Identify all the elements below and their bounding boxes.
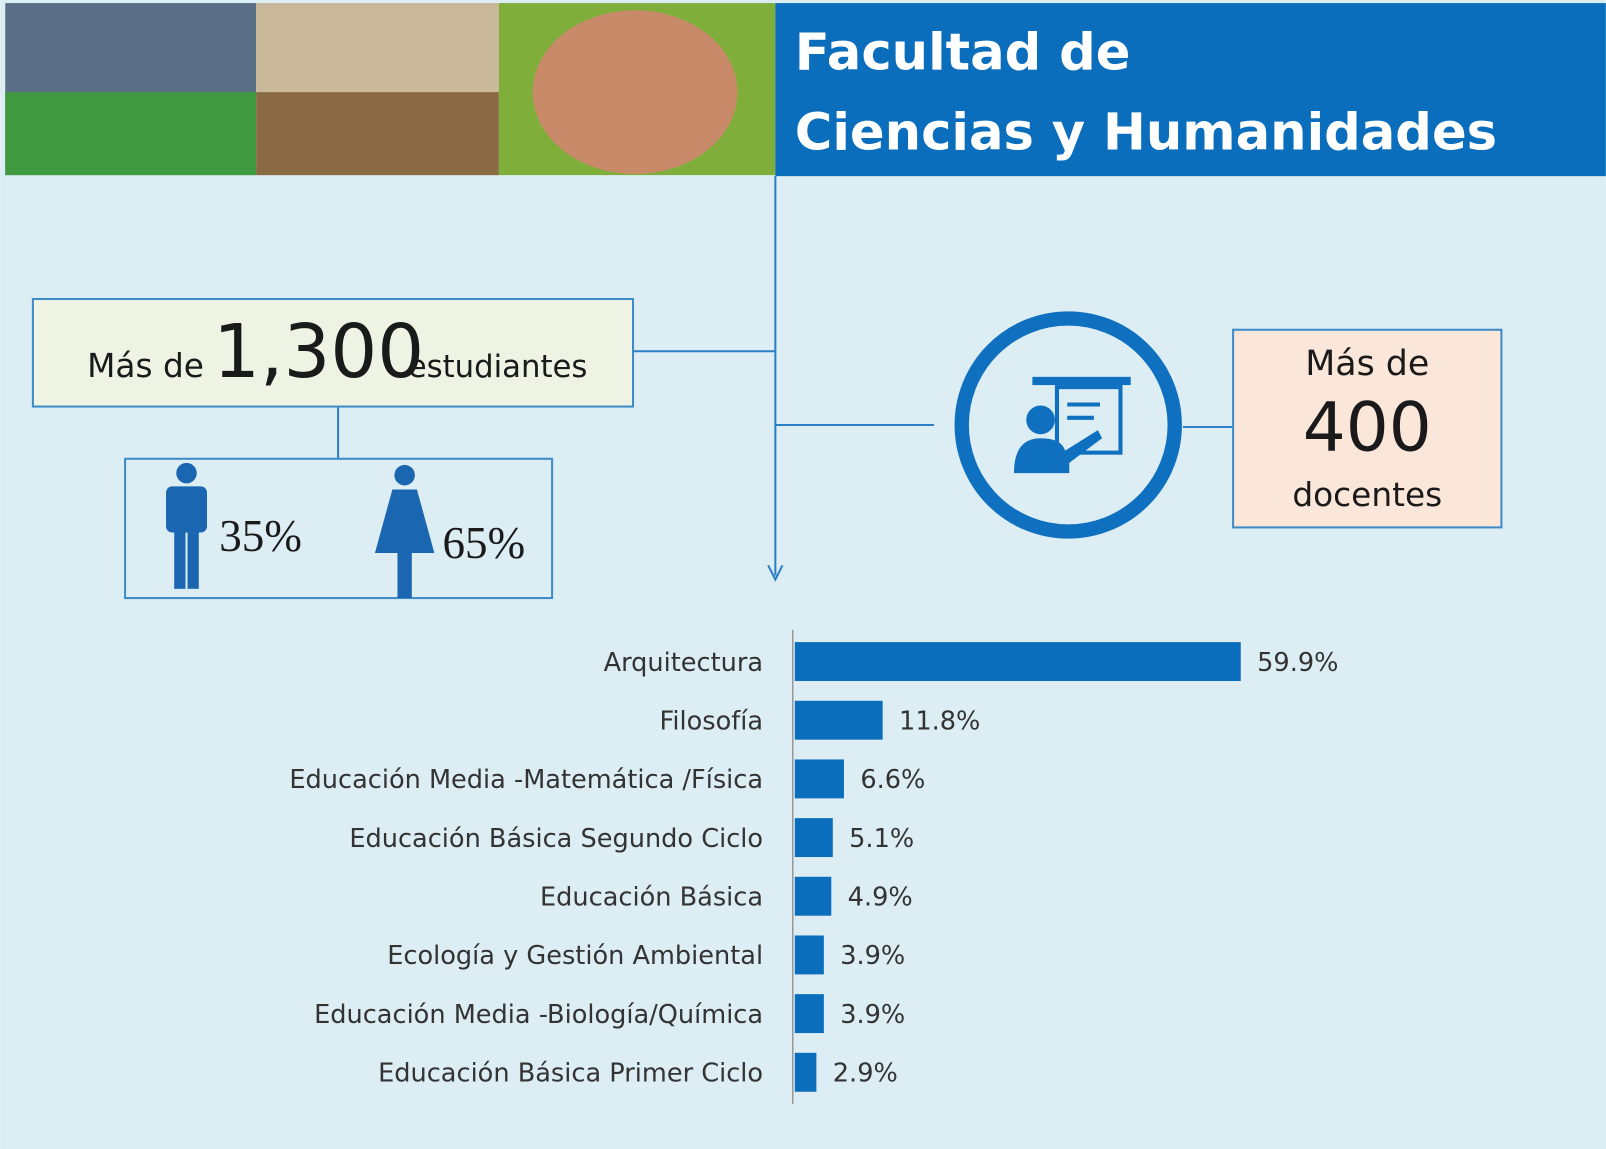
category-label: Educación Básica Primer Ciclo <box>378 1059 763 1089</box>
value-label: 11.8% <box>899 706 980 736</box>
value-label: 6.6% <box>860 765 925 795</box>
bar <box>794 994 824 1034</box>
male-percent: 35% <box>219 511 302 561</box>
category-label: Educación Media -Biología/Química <box>314 1000 763 1030</box>
female-percent: 65% <box>443 518 526 568</box>
teachers-prefix: Más de <box>1305 344 1429 384</box>
bar <box>794 700 883 740</box>
students-text: Más de 1,300 estudiantes <box>87 310 587 395</box>
gender-box <box>124 457 554 600</box>
students-suffix: estudiantes <box>408 349 588 385</box>
value-label: 59.9% <box>1257 648 1338 678</box>
bar <box>794 1052 817 1092</box>
category-label: Arquitectura <box>604 648 763 678</box>
students-number: 1,300 <box>213 310 424 395</box>
value-label: 3.9% <box>840 941 905 971</box>
category-label: Educación Media -Matemática /Física <box>289 765 763 795</box>
value-label: 3.9% <box>840 1000 905 1030</box>
bar <box>794 876 832 916</box>
teachers-number: 400 <box>1303 388 1432 467</box>
category-label: Filosofía <box>660 706 764 736</box>
students-prefix: Más de <box>87 347 204 385</box>
male-icon <box>166 462 207 589</box>
title-line: Facultad de <box>795 23 1131 83</box>
photo <box>5 92 257 176</box>
bar <box>794 642 1241 682</box>
teacher-icon <box>1013 376 1131 474</box>
header-band <box>775 3 1606 177</box>
arrow-head <box>767 564 784 582</box>
header-photos <box>5 3 776 176</box>
bar <box>794 759 844 799</box>
female-icon <box>374 464 435 599</box>
category-label: Educación Básica <box>540 882 763 912</box>
category-label: Ecología y Gestión Ambiental <box>387 941 763 971</box>
bar <box>794 818 833 858</box>
photo <box>256 92 499 176</box>
category-label: Educación Básica Segundo Ciclo <box>349 824 763 854</box>
teachers-suffix: docentes <box>1292 476 1442 514</box>
students-box <box>31 298 635 408</box>
bar <box>794 935 824 975</box>
photo <box>532 10 738 175</box>
value-label: 5.1% <box>849 824 914 854</box>
title-line: Ciencias y Humanidades <box>795 103 1497 163</box>
value-label: 2.9% <box>833 1059 898 1089</box>
teacher-circle <box>954 311 1182 539</box>
teachers-box <box>1232 328 1503 529</box>
value-label: 4.9% <box>848 882 913 912</box>
